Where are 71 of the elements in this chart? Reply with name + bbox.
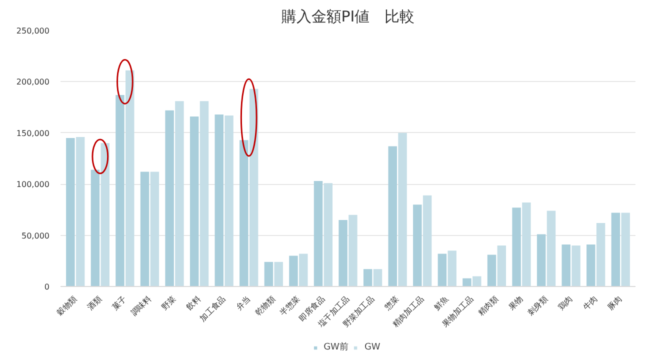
- legend-label: GW前: [324, 341, 348, 354]
- x-tick-label: 惣菜: [382, 294, 401, 313]
- bar: [611, 212, 620, 286]
- bar: [274, 262, 283, 286]
- x-tick-label: 鮮魚: [432, 294, 450, 312]
- bar: [264, 262, 274, 286]
- bar: [586, 244, 596, 286]
- x-tick-label: 野菜: [160, 294, 178, 312]
- bar: [621, 212, 630, 286]
- bar: [448, 250, 456, 286]
- bar: [338, 220, 348, 286]
- bar: [512, 208, 521, 286]
- bar: [596, 223, 606, 286]
- bar: [90, 170, 100, 286]
- bar: [462, 278, 472, 286]
- y-tick-label: 150,000: [16, 128, 50, 138]
- bar: [487, 254, 496, 286]
- y-tick-label: 250,000: [16, 26, 50, 36]
- x-tick-label: 精肉類: [476, 294, 500, 318]
- x-tick-label: 豚肉: [606, 294, 624, 312]
- bar: [413, 204, 422, 286]
- bar: [314, 181, 323, 286]
- bar: [175, 101, 184, 286]
- y-tick-label: 50,000: [22, 231, 50, 240]
- x-tick-label: 刺身類: [526, 294, 550, 318]
- bar: [76, 136, 85, 286]
- x-tick-label: 穀物類: [55, 294, 79, 318]
- bar: [240, 140, 248, 286]
- bar: [388, 146, 397, 286]
- bar: [348, 214, 358, 286]
- legend-label: GW: [364, 342, 382, 352]
- bar: [140, 172, 150, 286]
- bar: [536, 234, 546, 286]
- bar: [497, 246, 506, 286]
- bar: [363, 269, 372, 286]
- chart-title: 購入金額PI値 比較: [281, 8, 415, 26]
- bar: [165, 110, 174, 286]
- x-tick-label: 弁当: [234, 294, 252, 312]
- x-tick-label: 乾物類: [253, 294, 277, 318]
- x-tick-label: 飲料: [184, 294, 202, 312]
- x-tick-label: 調味料: [130, 294, 153, 318]
- bar: [373, 269, 382, 286]
- bar: [324, 183, 333, 286]
- bar: [66, 138, 75, 286]
- bar: [299, 254, 308, 286]
- bar: [190, 116, 199, 286]
- bar: [214, 114, 224, 286]
- bar: [522, 202, 531, 286]
- bar: [249, 88, 258, 286]
- bar: [472, 276, 482, 286]
- bar: [398, 132, 407, 286]
- y-tick-label: 0: [44, 282, 50, 292]
- bar: [572, 246, 580, 286]
- bar: [546, 210, 556, 286]
- bar: [126, 70, 134, 286]
- bar: [289, 256, 298, 286]
- bar: [224, 115, 234, 286]
- bar: [438, 254, 447, 286]
- x-tick-label: 酒類: [86, 294, 104, 312]
- bar: [200, 101, 209, 286]
- bar: [100, 143, 110, 286]
- bar: [562, 244, 570, 286]
- bar: [150, 172, 160, 286]
- x-tick-label: 鶏肉: [556, 294, 574, 312]
- bar: [116, 95, 124, 286]
- bar: [422, 195, 432, 286]
- y-tick-label: 200,000: [16, 78, 50, 87]
- x-tick-label: 果物: [506, 294, 525, 312]
- x-tick-label: 牛肉: [581, 294, 600, 312]
- y-tick-label: 100,000: [16, 180, 50, 190]
- x-tick-label: 菓子: [110, 294, 128, 312]
